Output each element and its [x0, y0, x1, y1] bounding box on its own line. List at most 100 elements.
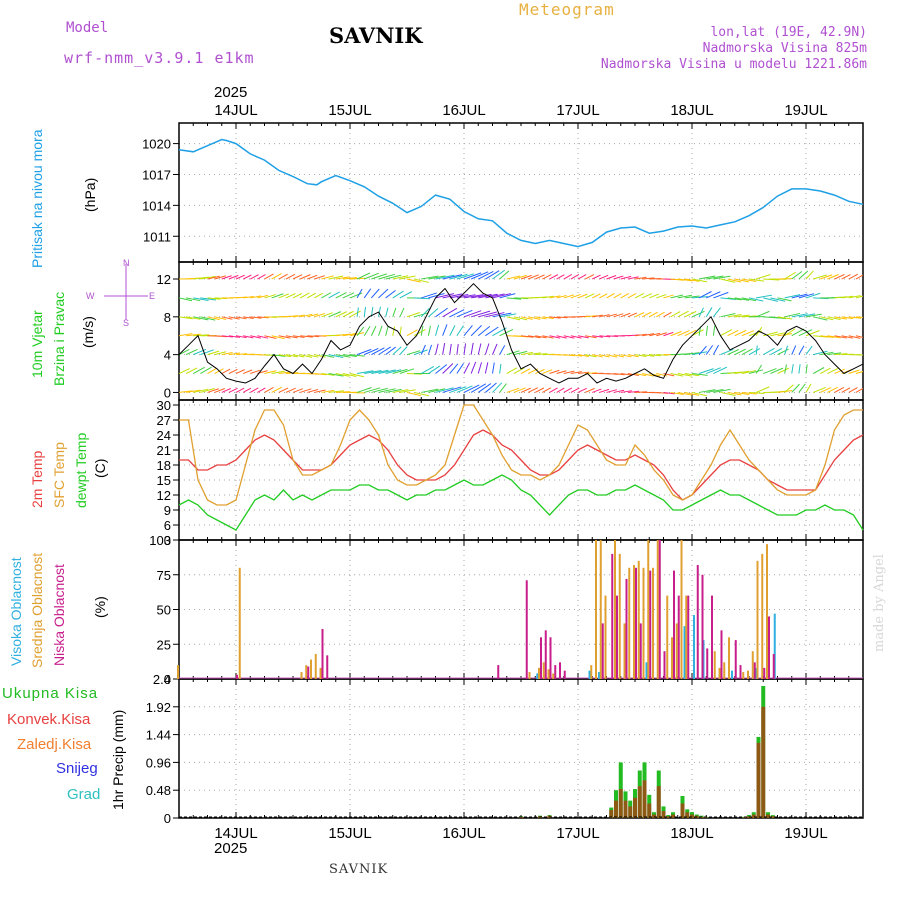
- wind-flag: [257, 316, 269, 319]
- wind-flag: [592, 314, 603, 318]
- wind-flag: [499, 270, 510, 280]
- wind-flag: [278, 354, 291, 358]
- wind-flag: [442, 324, 448, 336]
- day-label-bottom: 19JUL: [784, 825, 827, 842]
- precip-conv-bar: [742, 817, 747, 818]
- model-label: Model: [66, 20, 109, 36]
- wind-flag: [499, 383, 507, 393]
- temp-dew-line: [178, 474, 864, 531]
- wind-flag: [649, 354, 661, 357]
- wind-flag: [606, 335, 618, 337]
- wind-flag: [214, 297, 228, 300]
- wind-flag: [513, 367, 525, 374]
- wind-flag: [613, 275, 624, 280]
- wind-flag: [292, 314, 305, 318]
- wind-flag: [499, 363, 502, 374]
- wind-flag: [292, 354, 305, 358]
- wind-flag: [855, 354, 863, 356]
- wind-flag: [556, 370, 567, 375]
- wind-flag: [292, 274, 303, 280]
- wind-flag: [371, 387, 388, 393]
- cloud-mid-bar: [552, 673, 555, 679]
- wind-flag: [414, 278, 429, 283]
- wind-flag: [499, 329, 514, 337]
- wind-flag: [193, 348, 207, 356]
- wind-flag: [620, 373, 632, 376]
- cloud-mid-bar: [595, 540, 597, 679]
- wind-flag: [827, 352, 842, 356]
- temp-sfc-line: [179, 404, 863, 506]
- wind-flag: [371, 347, 385, 356]
- precip-conv-bar: [623, 800, 628, 818]
- wind-flag: [684, 352, 700, 356]
- wind-flag: [392, 346, 402, 355]
- wind-flag: [492, 382, 503, 393]
- wind-flag: [342, 354, 358, 358]
- wind-flag: [193, 276, 209, 280]
- temp-ytick-label: 9: [164, 503, 171, 518]
- wind-flag: [228, 387, 238, 393]
- compass-s: S: [123, 318, 129, 326]
- wind-flag: [599, 314, 610, 318]
- wind-ytick-label: 4: [164, 348, 171, 363]
- cloud-low-bar: [563, 670, 566, 679]
- wind-flag: [549, 335, 561, 339]
- wind-flag: [186, 389, 201, 393]
- wind-flag: [741, 297, 757, 302]
- wind-flag: [784, 384, 794, 393]
- wind-flag: [755, 274, 771, 280]
- cloud-low-bar: [635, 567, 637, 679]
- wind-flag: [356, 348, 372, 356]
- wind-flag: [314, 373, 327, 376]
- wind-flag: [805, 345, 813, 355]
- wind-flag: [577, 387, 587, 393]
- cloud-low-bar: [763, 667, 766, 679]
- wind-flag: [506, 367, 518, 374]
- wind-flag: [734, 314, 750, 318]
- wind-flag: [385, 369, 402, 375]
- wind-flag: [770, 332, 786, 337]
- wind-flag: [477, 362, 483, 374]
- wind-flag: [734, 329, 747, 337]
- wind-flag: [656, 332, 667, 337]
- wind-flag: [435, 387, 454, 393]
- wind-flag: [179, 390, 193, 393]
- cloud-low-bar: [307, 666, 310, 679]
- wind-flag: [392, 368, 408, 375]
- wind-flag: [784, 271, 796, 280]
- wind-flag: [364, 272, 380, 280]
- temp-ytick-label: 18: [157, 458, 171, 473]
- wind-flag: [712, 307, 721, 318]
- wind-flag: [634, 373, 647, 377]
- wind-flag: [264, 273, 274, 280]
- cloud-low-bar: [673, 570, 675, 679]
- wind-flag: [307, 389, 319, 393]
- wind-flag: [755, 345, 758, 355]
- wind-flag: [577, 293, 588, 299]
- wind-flag: [791, 383, 800, 393]
- wind-flag: [542, 295, 555, 299]
- wind-flag: [185, 348, 198, 356]
- day-label-bottom: 15JUL: [328, 825, 371, 842]
- wind-flag: [784, 312, 801, 318]
- wind-flag: [535, 353, 548, 356]
- wind-flag: [463, 343, 467, 355]
- wind-flag: [520, 368, 531, 374]
- cloud-ytick-label: 25: [157, 637, 171, 652]
- wind-flag: [862, 354, 863, 356]
- wind-flag: [741, 330, 754, 337]
- wind-flag: [855, 371, 863, 375]
- wind-flag: [478, 270, 494, 280]
- wind-flag: [855, 335, 863, 338]
- precip-ytick-label: 0.96: [146, 755, 171, 770]
- pressure-ytick-label: 1017: [142, 167, 171, 182]
- precip-conv-bar: [770, 816, 775, 818]
- wind-flag: [627, 354, 639, 358]
- wind-flag: [755, 386, 770, 393]
- wind-flag: [478, 311, 497, 318]
- temp-ytick-label: 6: [164, 518, 171, 533]
- wind-flag: [805, 383, 812, 393]
- cloud-low-bar: [559, 662, 561, 679]
- wind-flag: [364, 387, 381, 393]
- wind-flag: [741, 370, 756, 375]
